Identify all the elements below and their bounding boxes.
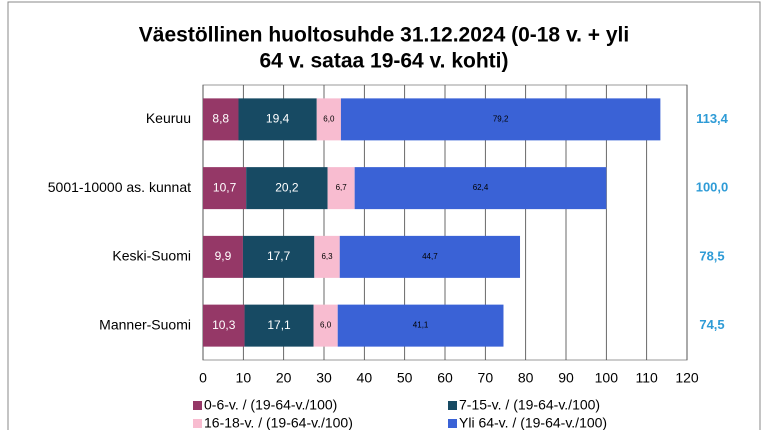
x-tick-label: 110 [636, 370, 659, 386]
value-label: 20,2 [275, 180, 299, 194]
x-tick-label: 60 [437, 370, 453, 386]
total-label: 78,5 [699, 248, 724, 263]
value-label: 19,4 [266, 112, 290, 126]
legend-swatch [193, 401, 202, 410]
legend-swatch [448, 401, 457, 410]
bar-segment [203, 167, 247, 210]
value-label: 6,7 [336, 183, 348, 192]
value-label: 9,9 [215, 249, 232, 263]
value-label: 17,1 [267, 318, 291, 332]
legend-swatch [193, 419, 202, 428]
value-label: 41,1 [413, 321, 429, 330]
bar-segment [327, 167, 355, 210]
value-label: 10,7 [213, 180, 237, 194]
x-tick-label: 70 [478, 370, 494, 386]
value-label: 79,2 [493, 114, 509, 123]
x-tick-label: 80 [518, 370, 534, 386]
value-label: 6,3 [321, 252, 333, 261]
bar-segment [238, 98, 317, 141]
chart-title: Väestöllinen huoltosuhde 31.12.2024 (0-1… [139, 24, 629, 47]
x-tick-label: 0 [199, 370, 207, 386]
bar-segment [313, 304, 338, 347]
x-tick-label: 90 [558, 370, 574, 386]
legend-label: 7-15-v. / (19-64-v./100) [459, 397, 600, 413]
value-label: 17,7 [267, 249, 291, 263]
bar-segment [246, 167, 328, 210]
legend-label: 0-6-v. / (19-64-v./100) [204, 397, 337, 413]
bar-segment [339, 235, 521, 278]
bar-segment [337, 304, 504, 347]
bar-segment [314, 235, 340, 278]
bar-segment [244, 304, 314, 347]
value-label: 6,0 [323, 114, 335, 123]
bar-segment [354, 167, 607, 210]
bar-segment [203, 235, 243, 278]
bar-segment [203, 304, 245, 347]
x-tick-label: 30 [316, 370, 332, 386]
legend-swatch [448, 419, 457, 428]
chart-title: 64 v. sataa 19-64 v. kohti) [259, 50, 508, 73]
value-label: 62,4 [473, 183, 489, 192]
x-tick-label: 40 [357, 370, 373, 386]
value-label: 8,8 [212, 112, 229, 126]
value-label: 44,7 [422, 252, 438, 261]
value-label: 10,3 [212, 318, 236, 332]
x-tick-label: 20 [276, 370, 292, 386]
bar-segment [316, 98, 341, 141]
x-tick-label: 10 [236, 370, 252, 386]
bar-segment [203, 98, 239, 141]
y-tick-label: Keski-Suomi [112, 248, 191, 264]
legend-label: Yli 64-v. / (19-64-v./100) [459, 415, 607, 430]
x-tick-label: 100 [595, 370, 619, 386]
total-label: 74,5 [699, 317, 724, 332]
bar-segment [340, 98, 661, 141]
total-label: 113,4 [696, 111, 729, 126]
y-tick-label: 5001-10000 as. kunnat [48, 179, 191, 195]
legend-label: 16-18-v. / (19-64-v./100) [204, 415, 353, 430]
x-tick-label: 120 [675, 370, 699, 386]
total-label: 100,0 [696, 180, 729, 195]
y-tick-label: Keuruu [146, 110, 191, 126]
value-label: 6,0 [320, 321, 332, 330]
x-tick-label: 50 [397, 370, 413, 386]
y-tick-label: Manner-Suomi [99, 316, 191, 332]
bar-segment [242, 235, 315, 278]
